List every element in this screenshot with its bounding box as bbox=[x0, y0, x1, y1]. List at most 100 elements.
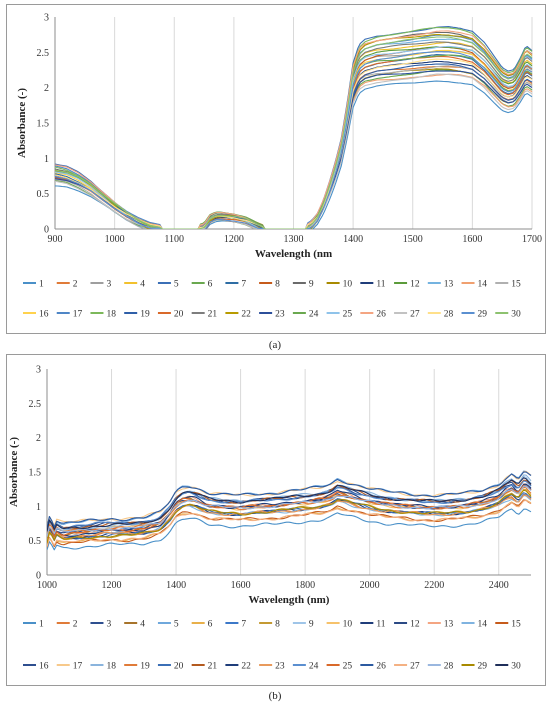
legend-label-7: 7 bbox=[241, 280, 246, 290]
x-tick-label: 1300 bbox=[284, 234, 304, 245]
legend-label-9: 9 bbox=[309, 620, 314, 630]
x-tick-label: 900 bbox=[48, 234, 63, 245]
legend-label-28: 28 bbox=[444, 310, 454, 320]
x-tick-label: 2400 bbox=[489, 580, 509, 591]
legend-label-9: 9 bbox=[309, 280, 314, 290]
legend-label-5: 5 bbox=[174, 620, 179, 630]
legend-label-3: 3 bbox=[106, 620, 111, 630]
y-tick-label: 1.5 bbox=[37, 119, 50, 130]
legend-label-24: 24 bbox=[309, 662, 319, 672]
y-tick-label: 0 bbox=[44, 225, 49, 236]
y-tick-label: 2 bbox=[44, 83, 49, 94]
chart-panel-b: 1000 1200 1400 1600 1800 2000 2200 2400 0 0.5 1 1.5… bbox=[6, 354, 546, 686]
series-line-29 bbox=[55, 51, 533, 229]
y-tick-label: 2.5 bbox=[29, 399, 42, 410]
caption-b: (b) bbox=[268, 690, 282, 702]
legend-label-14: 14 bbox=[478, 280, 488, 290]
legend-label-26: 26 bbox=[376, 662, 386, 672]
y-tick-label: 0.5 bbox=[37, 189, 50, 200]
legend-label-11: 11 bbox=[376, 280, 385, 290]
series-line-1 bbox=[47, 508, 532, 551]
caption-a: (a) bbox=[268, 339, 282, 351]
legend-label-15: 15 bbox=[511, 620, 521, 630]
legend-label-21: 21 bbox=[208, 662, 218, 672]
series-group bbox=[47, 470, 532, 551]
x-tick-label: 1200 bbox=[102, 580, 122, 591]
series-line-30 bbox=[47, 477, 532, 532]
series-line-26 bbox=[47, 471, 532, 528]
x-tick-label: 1500 bbox=[403, 234, 423, 245]
legend-label-16: 16 bbox=[39, 310, 49, 320]
x-tick-label: 1200 bbox=[224, 234, 244, 245]
legend-label-21: 21 bbox=[208, 310, 218, 320]
legend-label-10: 10 bbox=[343, 280, 353, 290]
legend-label-28: 28 bbox=[444, 662, 454, 672]
series-line-15 bbox=[47, 499, 532, 548]
chart-panel-a: 900 1000 1100 1200 1300 1400 1500 1600 1700 0 0.5 1… bbox=[6, 4, 546, 334]
series-line-23 bbox=[47, 494, 532, 541]
legend-label-17: 17 bbox=[73, 662, 83, 672]
series-line-15 bbox=[55, 65, 533, 229]
y-tick-label: 3 bbox=[44, 13, 49, 24]
y-tick-label: 0.5 bbox=[29, 536, 42, 547]
legend-label-12: 12 bbox=[410, 620, 420, 630]
legend-label-3: 3 bbox=[106, 280, 111, 290]
legend-label-4: 4 bbox=[140, 620, 145, 630]
legend-label-8: 8 bbox=[275, 620, 280, 630]
legend-label-27: 27 bbox=[410, 310, 420, 320]
x-tick-label: 1600 bbox=[462, 234, 482, 245]
legend-label-26: 26 bbox=[376, 310, 386, 320]
x-tick-label: 1400 bbox=[166, 580, 186, 591]
legend-label-23: 23 bbox=[275, 662, 285, 672]
y-tick-label: 3 bbox=[36, 365, 41, 376]
legend-label-18: 18 bbox=[106, 662, 116, 672]
legend-label-18: 18 bbox=[106, 310, 116, 320]
x-tick-label: 1600 bbox=[231, 580, 251, 591]
y-tick-label: 1.5 bbox=[29, 468, 42, 479]
legend-label-22: 22 bbox=[241, 662, 251, 672]
y-axis-title: Absorbance (-) bbox=[8, 437, 20, 507]
legend-label-11: 11 bbox=[376, 620, 385, 630]
x-axis-title: Wavelength (nm bbox=[255, 248, 332, 260]
x-tick-label: 1700 bbox=[522, 234, 542, 245]
legend-label-20: 20 bbox=[174, 662, 184, 672]
legend-label-25: 25 bbox=[343, 310, 353, 320]
series-line-24 bbox=[47, 480, 532, 531]
legend-label-24: 24 bbox=[309, 310, 319, 320]
legend-label-19: 19 bbox=[140, 310, 150, 320]
chart-a: 900 1000 1100 1200 1300 1400 1500 1600 1700 0 0.5 1… bbox=[16, 13, 542, 320]
legend-label-2: 2 bbox=[73, 280, 78, 290]
x-tick-label: 1400 bbox=[343, 234, 363, 245]
series-line-12 bbox=[47, 479, 532, 532]
legend-label-1: 1 bbox=[39, 280, 44, 290]
chart-b: 1000 1200 1400 1600 1800 2000 2200 2400 0 0.5 1 1.5… bbox=[8, 365, 532, 672]
legend-label-30: 30 bbox=[511, 310, 521, 320]
y-tick-label: 0 bbox=[36, 571, 41, 582]
legend-label-13: 13 bbox=[444, 620, 454, 630]
legend-label-7: 7 bbox=[241, 620, 246, 630]
legend-label-16: 16 bbox=[39, 662, 49, 672]
x-tick-label: 1100 bbox=[164, 234, 184, 245]
x-tick-label: 1000 bbox=[37, 580, 57, 591]
legend-label-25: 25 bbox=[343, 662, 353, 672]
legend-label-23: 23 bbox=[275, 310, 285, 320]
legend-label-19: 19 bbox=[140, 662, 150, 672]
legend-label-6: 6 bbox=[208, 620, 213, 630]
series-line-22 bbox=[47, 483, 532, 539]
legend-label-2: 2 bbox=[73, 620, 78, 630]
series-line-27 bbox=[55, 73, 533, 229]
y-tick-label: 1 bbox=[36, 502, 41, 513]
legend-label-29: 29 bbox=[478, 662, 488, 672]
x-tick-label: 1000 bbox=[105, 234, 125, 245]
legend-label-6: 6 bbox=[208, 280, 213, 290]
x-tick-label: 2200 bbox=[424, 580, 444, 591]
legend-label-15: 15 bbox=[511, 280, 521, 290]
x-tick-label: 1800 bbox=[295, 580, 315, 591]
legend-label-1: 1 bbox=[39, 620, 44, 630]
legend-label-29: 29 bbox=[478, 310, 488, 320]
series-line-28 bbox=[47, 485, 532, 537]
series-line-29 bbox=[47, 489, 532, 544]
series-line-30 bbox=[55, 36, 533, 229]
legend-label-13: 13 bbox=[444, 280, 454, 290]
legend-label-5: 5 bbox=[174, 280, 179, 290]
